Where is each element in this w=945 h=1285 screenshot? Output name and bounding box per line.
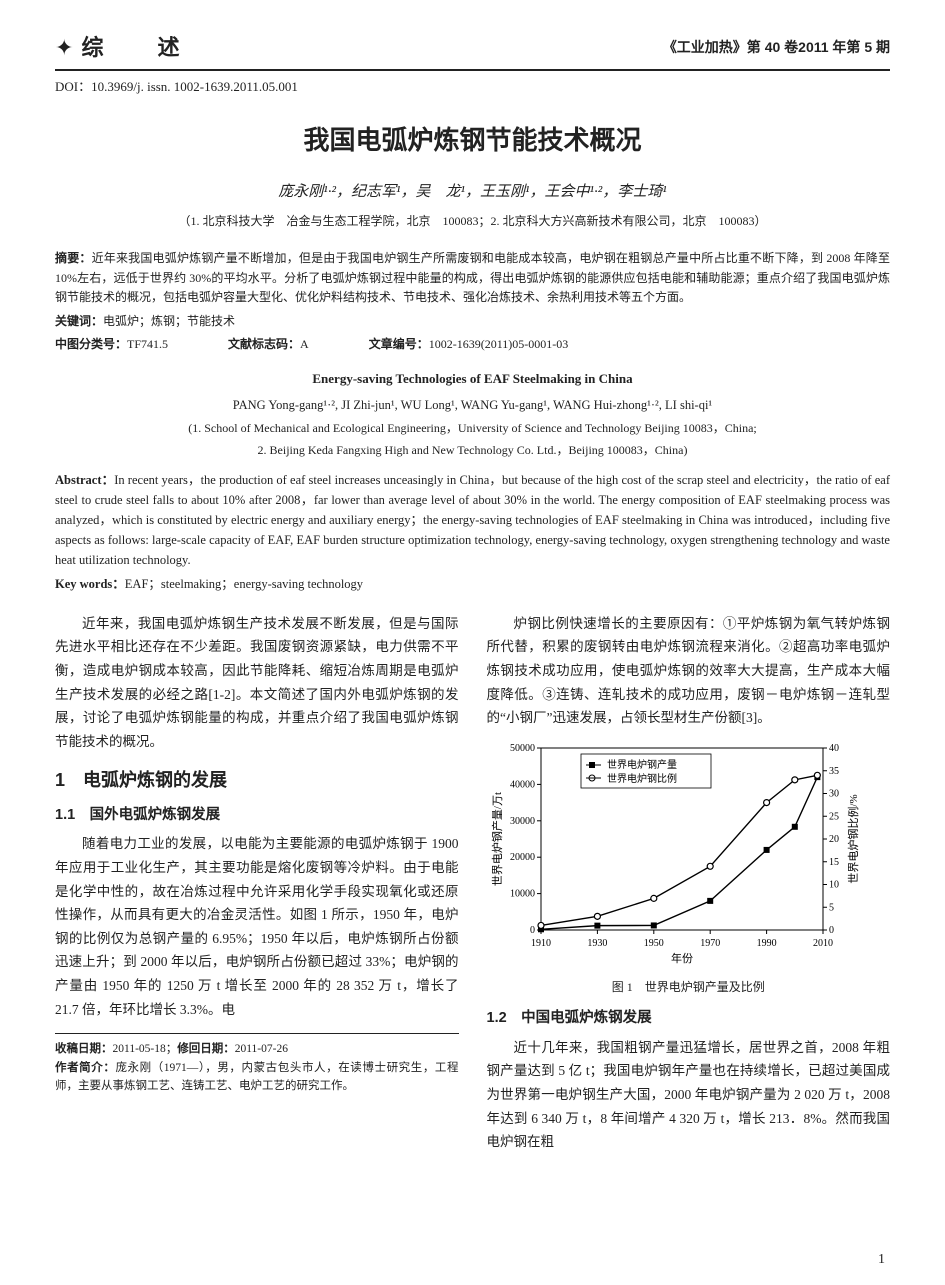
- svg-text:世界电炉钢比例/%: 世界电炉钢比例/%: [846, 794, 860, 883]
- abstract-cn: 摘要：近年来我国电弧炉炼钢产量不断增加，但是由于我国电炉钢生产所需废钢和电能成本…: [55, 249, 890, 308]
- keywords-cn: 关键词：电弧炉；炼钢；节能技术: [55, 312, 890, 331]
- svg-text:0: 0: [530, 925, 535, 936]
- classification-row: 中图分类号：TF741.5 文献标志码：A 文章编号：1002-1639(201…: [55, 335, 890, 354]
- affiliation-en-1: (1. School of Mechanical and Ecological …: [55, 419, 890, 438]
- svg-text:15: 15: [829, 857, 839, 868]
- svg-text:40: 40: [829, 743, 839, 754]
- body-right-p2: 近十几年来，我国粗钢产量迅猛增长，居世界之首，2008 年粗钢产量达到 5 亿 …: [487, 1036, 891, 1154]
- svg-text:1950: 1950: [643, 938, 663, 949]
- doi: DOI：10.3969/j. issn. 1002-1639.2011.05.0…: [55, 77, 890, 98]
- column-right: 炉钢比例快速增长的主要原因有：①平炉炼钢为氧气转炉炼钢所代替，积累的废钢转由电炉…: [487, 612, 891, 1154]
- section-label: 综 述: [81, 30, 203, 65]
- abstract-en: Abstract：In recent years，the production …: [55, 470, 890, 570]
- svg-text:20: 20: [829, 834, 839, 845]
- keywords-en: Key words：EAF；steelmaking；energy-saving …: [55, 574, 890, 594]
- column-left: 近年来，我国电弧炉炼钢生产技术发展不断发展，但是与国际先进水平相比还存在不少差距…: [55, 612, 459, 1154]
- subsection-1-2-heading: 1.2 中国电弧炉炼钢发展: [487, 1006, 891, 1031]
- svg-text:1930: 1930: [587, 938, 607, 949]
- abstract-cn-text: 近年来我国电弧炉炼钢产量不断增加，但是由于我国电炉钢生产所需废钢和电能成本较高，…: [55, 251, 890, 305]
- svg-text:25: 25: [829, 811, 839, 822]
- received-date: 2011-05-18；: [113, 1043, 178, 1055]
- footnote-block: 收稿日期：2011-05-18；修回日期：2011-07-26 作者简介：庞永刚…: [55, 1033, 459, 1095]
- star-icon: ✦: [55, 30, 73, 65]
- svg-text:1910: 1910: [531, 938, 551, 949]
- revised-date: 2011-07-26: [235, 1043, 288, 1055]
- abstract-cn-label: 摘要：: [55, 251, 92, 265]
- keywords-cn-text: 电弧炉；炼钢；节能技术: [103, 314, 235, 328]
- svg-text:世界电炉钢产量: 世界电炉钢产量: [607, 758, 677, 771]
- affiliation-cn: （1. 北京科技大学 冶金与生态工程学院，北京 100083；2. 北京科大方兴…: [55, 212, 890, 231]
- chart-svg: 1910193019501970199020100100002000030000…: [487, 736, 867, 966]
- svg-text:世界电炉钢比例: 世界电炉钢比例: [607, 772, 677, 785]
- header-left: ✦ 综 述: [55, 30, 204, 65]
- svg-text:30: 30: [829, 788, 839, 799]
- svg-text:10: 10: [829, 879, 839, 890]
- keywords-en-label: Key words：: [55, 577, 125, 591]
- class-value: TF741.5: [127, 337, 168, 351]
- svg-text:0: 0: [829, 925, 834, 936]
- section-1-heading: 1 电弧炉炼钢的发展: [55, 765, 459, 797]
- svg-text:2010: 2010: [813, 938, 833, 949]
- revised-label: 修回日期：: [177, 1043, 235, 1055]
- author-bio: 庞永刚（1971—），男，内蒙古包头市人，在读博士研究生，工程师，主要从事炼钢工…: [55, 1062, 459, 1092]
- authors-en: PANG Yong-gang¹·², JI Zhi-jun¹, WU Long¹…: [55, 395, 890, 415]
- keywords-en-text: EAF；steelmaking；energy-saving technology: [125, 577, 363, 591]
- body-columns: 近年来，我国电弧炉炼钢生产技术发展不断发展，但是与国际先进水平相比还存在不少差距…: [55, 612, 890, 1154]
- affiliation-en-2: 2. Beijing Keda Fangxing High and New Te…: [55, 441, 890, 460]
- article-title-en: Energy-saving Technologies of EAF Steelm…: [55, 369, 890, 390]
- body-left-p2: 随着电力工业的发展，以电能为主要能源的电弧炉炼钢于 1900 年应用于工业化生产…: [55, 832, 459, 1021]
- article-title-cn: 我国电弧炉炼钢节能技术概况: [55, 120, 890, 162]
- abstract-en-label: Abstract：: [55, 473, 114, 487]
- author-bio-label: 作者简介：: [55, 1062, 115, 1074]
- received-label: 收稿日期：: [55, 1043, 113, 1055]
- body-right-p1: 炉钢比例快速增长的主要原因有：①平炉炼钢为氧气转炉炼钢所代替，积累的废钢转由电炉…: [487, 612, 891, 730]
- svg-text:年份: 年份: [671, 951, 693, 965]
- class-label: 中图分类号：: [55, 337, 127, 351]
- svg-text:1970: 1970: [700, 938, 720, 949]
- svg-text:30000: 30000: [510, 816, 535, 827]
- figure-1-chart: 1910193019501970199020100100002000030000…: [487, 736, 891, 974]
- doccode-value: A: [300, 337, 309, 351]
- subsection-1-1-heading: 1.1 国外电弧炉炼钢发展: [55, 803, 459, 828]
- svg-text:50000: 50000: [510, 743, 535, 754]
- header-bar: ✦ 综 述 《工业加热》第 40 卷2011 年第 5 期: [55, 30, 890, 71]
- svg-text:10000: 10000: [510, 888, 535, 899]
- page-number: 1: [878, 1249, 885, 1271]
- keywords-cn-label: 关键词：: [55, 314, 103, 328]
- doccode-label: 文献标志码：: [228, 337, 300, 351]
- authors-cn: 庞永刚¹·²，纪志军¹，吴 龙¹，王玉刚¹，王会中¹·²，李士琦¹: [55, 180, 890, 204]
- abstract-en-text: In recent years，the production of eaf st…: [55, 473, 890, 567]
- articleno-value: 1002-1639(2011)05-0001-03: [429, 337, 569, 351]
- svg-text:40000: 40000: [510, 779, 535, 790]
- svg-text:5: 5: [829, 902, 834, 913]
- body-left-p1: 近年来，我国电弧炉炼钢生产技术发展不断发展，但是与国际先进水平相比还存在不少差距…: [55, 612, 459, 754]
- svg-text:35: 35: [829, 766, 839, 777]
- svg-text:世界电炉钢产量/万t: 世界电炉钢产量/万t: [490, 792, 504, 886]
- journal-info: 《工业加热》第 40 卷2011 年第 5 期: [663, 36, 890, 58]
- figure-1-caption: 图 1 世界电炉钢产量及比例: [487, 977, 891, 998]
- svg-text:1990: 1990: [756, 938, 776, 949]
- articleno-label: 文章编号：: [369, 337, 429, 351]
- svg-text:20000: 20000: [510, 852, 535, 863]
